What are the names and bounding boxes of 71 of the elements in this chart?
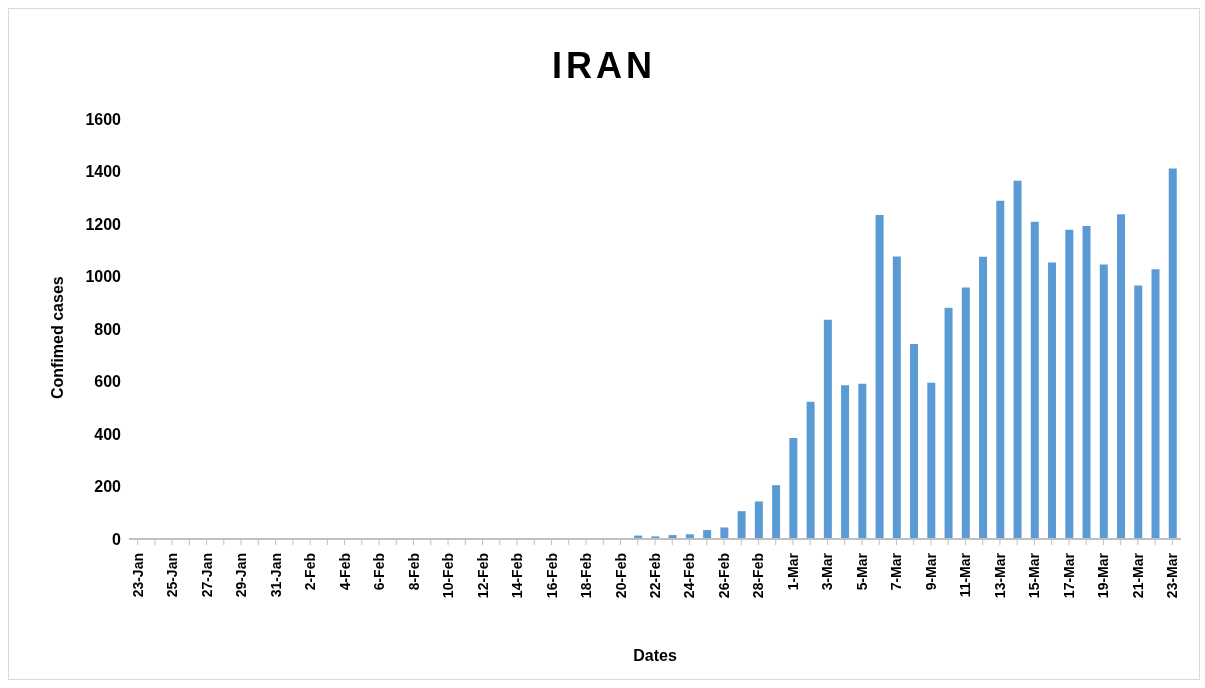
bar — [737, 511, 746, 539]
x-tick-label: 23-Jan — [129, 553, 146, 598]
bar — [806, 401, 815, 539]
bar — [1134, 285, 1143, 539]
x-tick-label: 9-Mar — [922, 552, 939, 591]
x-tick-label: 20-Feb — [612, 553, 629, 599]
bar — [1048, 262, 1057, 539]
x-tick-label: 15-Mar — [1026, 552, 1043, 599]
x-tick-label: 14-Feb — [509, 553, 526, 599]
x-tick-label: 27-Jan — [198, 553, 215, 598]
y-tick-label: 800 — [94, 320, 122, 338]
bar — [1082, 226, 1091, 539]
x-tick-label: 3-Mar — [819, 552, 836, 591]
bar — [720, 527, 729, 539]
bar — [944, 307, 953, 539]
y-tick-label: 1400 — [85, 163, 122, 181]
bar — [858, 383, 867, 539]
x-tick-label: 25-Jan — [164, 553, 181, 598]
x-tick-label: 16-Feb — [543, 553, 560, 599]
bar — [1168, 168, 1177, 539]
x-tick-label: 13-Mar — [991, 552, 1008, 599]
x-tick-label: 31-Jan — [267, 553, 284, 598]
bar — [996, 200, 1005, 539]
x-tick-label: 2-Feb — [302, 553, 319, 591]
bar — [772, 485, 781, 539]
bar — [1151, 269, 1160, 539]
bar — [754, 501, 763, 539]
x-tick-label: 11-Mar — [957, 552, 974, 598]
y-axis-title: Confimed cases — [48, 276, 66, 399]
bar — [927, 382, 936, 539]
bar — [789, 437, 798, 539]
x-tick-label: 23-Mar — [1164, 552, 1181, 599]
chart-title: IRAN — [551, 45, 657, 87]
y-tick-label: 1000 — [85, 268, 122, 286]
bar — [1030, 221, 1039, 539]
x-tick-label: 8-Feb — [405, 553, 422, 591]
x-tick-label: 7-Mar — [888, 552, 905, 591]
x-tick-label: 4-Feb — [336, 553, 353, 591]
bar — [910, 343, 919, 539]
x-tick-label: 12-Feb — [474, 553, 491, 599]
bar — [1117, 214, 1126, 539]
y-tick-label: 600 — [94, 373, 122, 391]
x-tick-label: 1-Mar — [784, 552, 801, 591]
bar — [892, 256, 901, 539]
x-axis-title: Dates — [633, 647, 677, 664]
x-tick-label: 17-Mar — [1060, 552, 1077, 599]
bar — [979, 256, 988, 539]
x-tick-label: 29-Jan — [233, 553, 250, 598]
bar — [1099, 264, 1108, 539]
bar — [703, 530, 712, 539]
bar — [1065, 229, 1074, 539]
bar — [961, 287, 970, 539]
bar — [841, 385, 850, 539]
x-tick-label: 5-Mar — [853, 552, 870, 591]
y-tick-label: 1600 — [85, 110, 122, 128]
x-tick-label: 24-Feb — [681, 553, 698, 599]
bar — [823, 319, 832, 539]
y-tick-label: 400 — [94, 425, 122, 443]
y-tick-label: 0 — [112, 530, 122, 548]
x-tick-label: 19-Mar — [1095, 552, 1112, 599]
x-tick-label: 28-Feb — [750, 553, 767, 599]
bar — [1013, 180, 1022, 539]
y-tick-label: 200 — [94, 478, 122, 496]
x-tick-label: 10-Feb — [440, 553, 457, 599]
y-tick-label: 1200 — [85, 215, 122, 233]
x-tick-label: 22-Feb — [647, 553, 663, 599]
x-tick-label: 21-Mar — [1129, 552, 1146, 599]
bar — [875, 215, 884, 539]
x-tick-label: 18-Feb — [578, 553, 595, 599]
x-tick-label: 26-Feb — [715, 553, 732, 599]
x-tick-label: 6-Feb — [371, 553, 388, 591]
